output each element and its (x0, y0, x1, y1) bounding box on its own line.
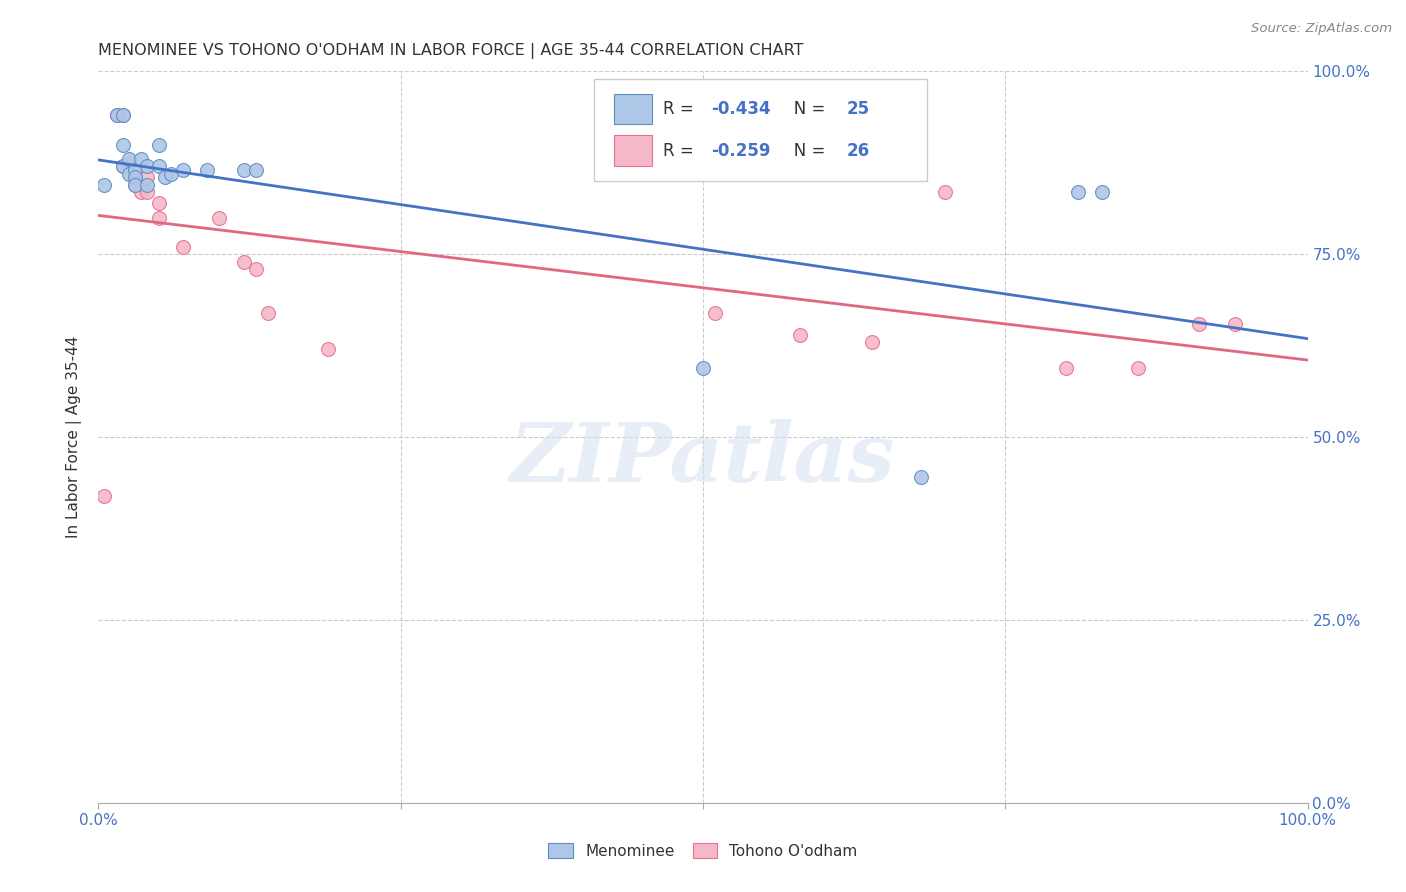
Y-axis label: In Labor Force | Age 35-44: In Labor Force | Age 35-44 (66, 336, 83, 538)
Point (1054, 360, 1077, 375)
Point (195, 163, 218, 178)
Point (172, 163, 194, 178)
Text: ZIPatlas: ZIPatlas (510, 419, 896, 499)
FancyBboxPatch shape (595, 78, 927, 181)
Text: MENOMINEE VS TOHONO O'ODHAM IN LABOR FORCE | AGE 35-44 CORRELATION CHART: MENOMINEE VS TOHONO O'ODHAM IN LABOR FOR… (98, 43, 804, 59)
Point (135, 178, 157, 192)
Point (124, 163, 146, 178)
FancyBboxPatch shape (613, 136, 652, 166)
Point (135, 185, 157, 199)
Point (245, 163, 267, 178)
Text: N =: N = (778, 100, 831, 118)
Point (124, 178, 146, 192)
Point (105, 108, 128, 122)
Point (232, 254, 254, 268)
Point (692, 360, 714, 375)
Point (704, 306, 727, 320)
Point (124, 170, 146, 185)
Text: 26: 26 (846, 142, 870, 160)
Point (1188, 317, 1211, 331)
Point (232, 163, 254, 178)
Point (135, 170, 157, 185)
Point (118, 152, 141, 166)
Point (111, 137, 134, 152)
Point (153, 170, 176, 185)
Point (111, 108, 134, 122)
Point (910, 470, 932, 484)
Point (124, 178, 146, 192)
Point (208, 211, 231, 225)
Text: R =: R = (664, 100, 699, 118)
Point (1128, 360, 1150, 375)
Point (160, 167, 183, 181)
Point (316, 343, 339, 357)
Text: N =: N = (778, 142, 831, 160)
Point (111, 160, 134, 174)
Point (172, 240, 194, 254)
Point (256, 306, 278, 320)
Point (111, 108, 134, 122)
Text: R =: R = (664, 142, 699, 160)
Text: -0.434: -0.434 (711, 100, 770, 118)
Point (129, 185, 152, 199)
Point (111, 160, 134, 174)
Legend: Menominee, Tohono O'odham: Menominee, Tohono O'odham (543, 837, 863, 864)
Point (118, 156, 141, 170)
Point (148, 160, 170, 174)
FancyBboxPatch shape (613, 94, 652, 124)
Text: Source: ZipAtlas.com: Source: ZipAtlas.com (1251, 22, 1392, 36)
Point (135, 160, 157, 174)
Point (1067, 185, 1090, 199)
Point (93, 178, 115, 192)
Point (245, 261, 267, 276)
Point (1223, 317, 1246, 331)
Text: -0.259: -0.259 (711, 142, 770, 160)
Point (934, 185, 956, 199)
Point (93, 489, 115, 503)
Point (148, 137, 170, 152)
Point (148, 211, 170, 225)
Point (148, 196, 170, 211)
Point (789, 327, 811, 342)
Text: 25: 25 (846, 100, 870, 118)
Point (1091, 185, 1114, 199)
Point (124, 170, 146, 185)
Point (129, 152, 152, 166)
Point (105, 108, 128, 122)
Point (118, 167, 141, 181)
Point (860, 334, 883, 349)
